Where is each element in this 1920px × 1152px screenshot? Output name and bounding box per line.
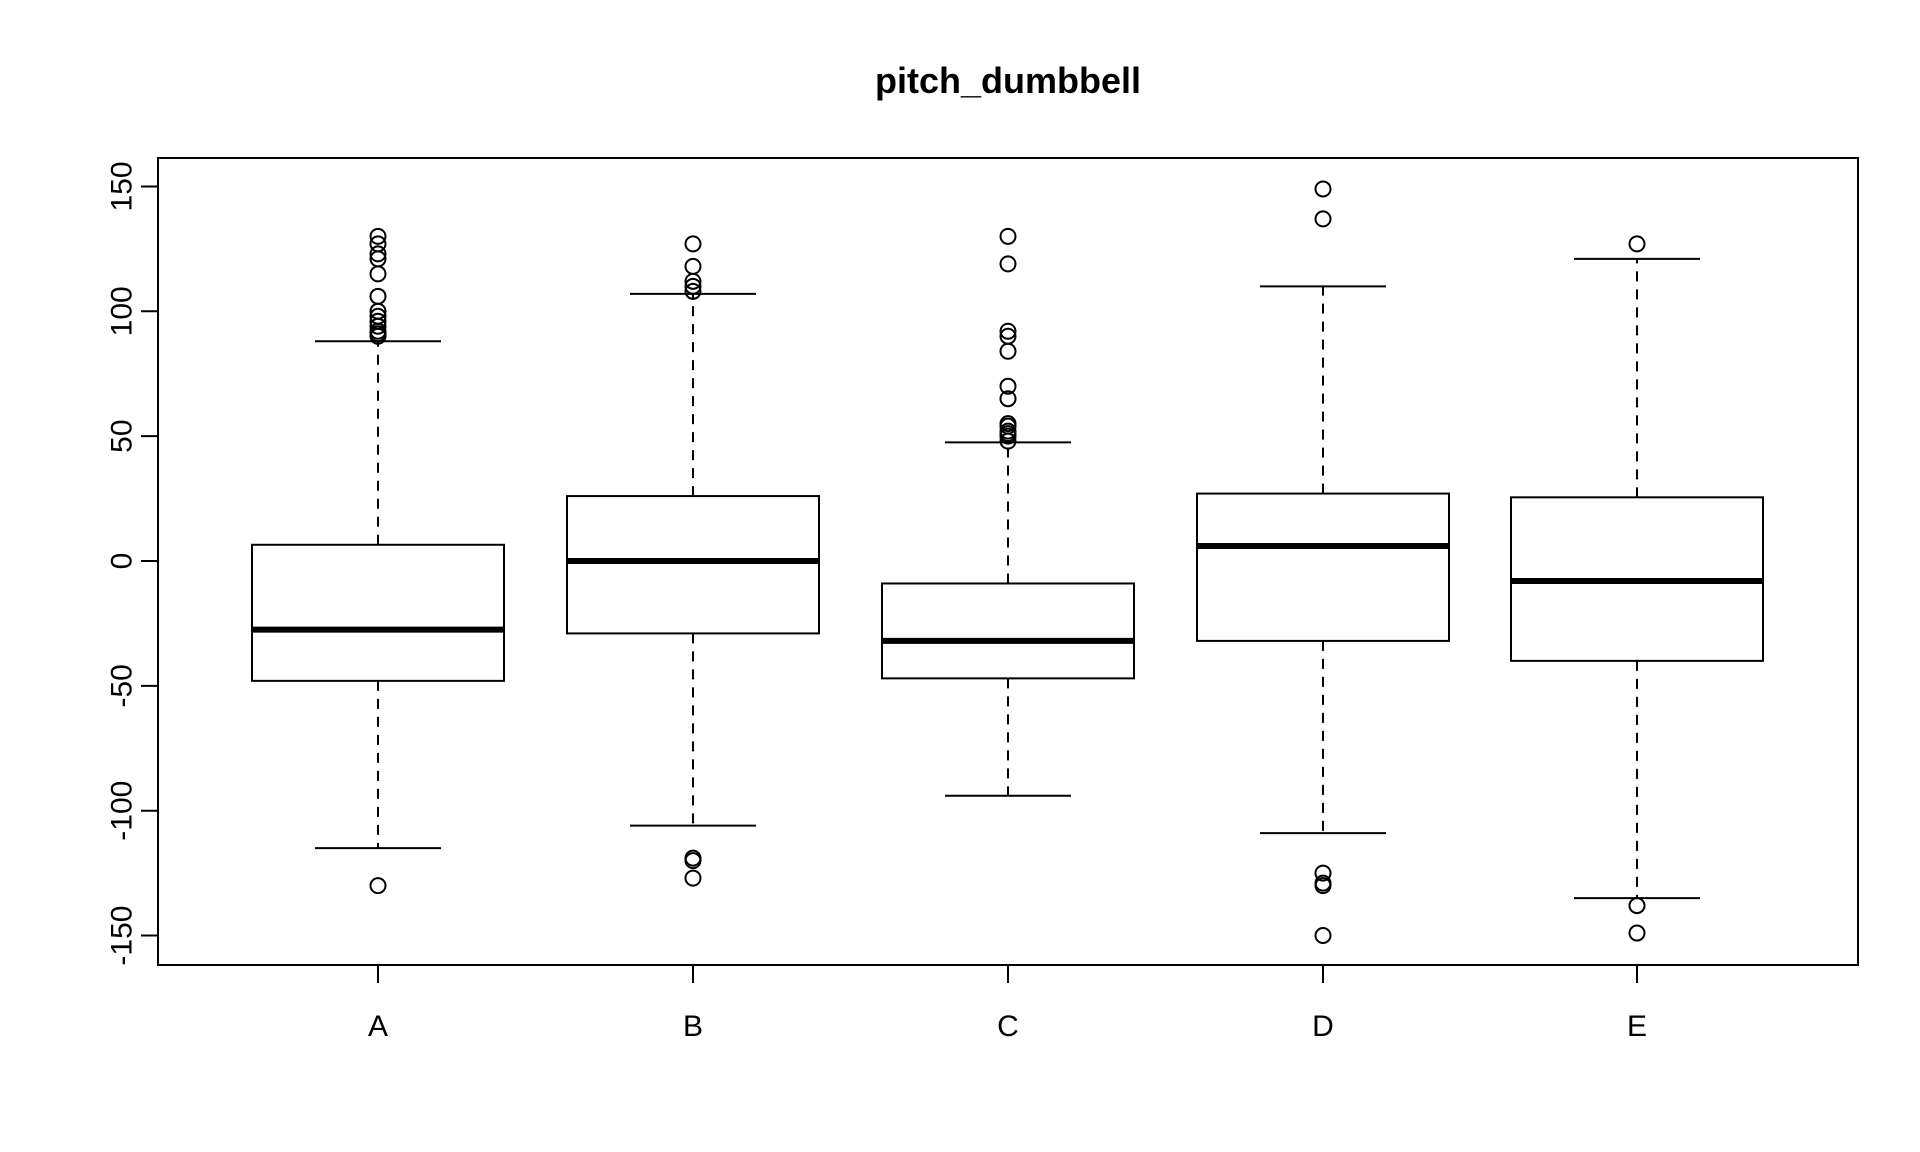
y-tick-label: 100 — [106, 286, 139, 336]
outlier-point — [1314, 864, 1332, 882]
y-tick-label: -50 — [106, 664, 139, 707]
chart-title: pitch_dumbbell — [875, 60, 1141, 101]
outlier-point — [369, 312, 387, 330]
outlier-point — [369, 227, 387, 245]
outlier-point — [369, 265, 387, 283]
y-tick-label: 150 — [106, 161, 139, 211]
outlier-point — [999, 327, 1017, 345]
outlier-point — [369, 245, 387, 263]
outlier-point — [999, 227, 1017, 245]
outlier-point — [1314, 927, 1332, 945]
box-B — [566, 235, 820, 887]
outlier-point — [369, 235, 387, 253]
outlier-point — [999, 390, 1017, 408]
outlier-point — [999, 415, 1017, 433]
outlier-point — [1314, 210, 1332, 228]
outlier-point — [1628, 235, 1646, 253]
outlier-point — [999, 255, 1017, 273]
y-tick-label: -100 — [106, 781, 139, 841]
box-D — [1196, 180, 1450, 945]
outlier-point — [369, 307, 387, 325]
iqr-box — [1196, 492, 1450, 642]
box-series — [251, 180, 1764, 945]
outlier-point — [999, 377, 1017, 395]
iqr-box — [881, 582, 1135, 680]
outlier-point — [1314, 180, 1332, 198]
y-tick-label: -150 — [106, 906, 139, 966]
x-tick-label: B — [683, 1010, 703, 1043]
outlier-point — [684, 849, 702, 867]
x-tick-label: E — [1627, 1010, 1647, 1043]
iqr-box — [566, 495, 820, 635]
y-tick-label: 0 — [106, 553, 139, 570]
outlier-point — [684, 277, 702, 295]
x-tick-label: C — [997, 1010, 1019, 1043]
y-tick-label: 50 — [106, 419, 139, 452]
outlier-point — [684, 235, 702, 253]
outlier-point — [684, 257, 702, 275]
outlier-point — [684, 282, 702, 300]
outlier-point — [1628, 897, 1646, 915]
box-A — [251, 227, 505, 895]
iqr-box — [251, 543, 505, 682]
outlier-point — [684, 869, 702, 887]
x-axis: A B C D E — [368, 965, 1647, 1043]
outlier-point — [999, 342, 1017, 360]
outlier-point — [999, 322, 1017, 340]
outlier-point — [1628, 924, 1646, 942]
outlier-point — [999, 422, 1017, 440]
outlier-point — [369, 877, 387, 895]
x-tick-label: D — [1312, 1010, 1334, 1043]
x-tick-label: A — [368, 1010, 388, 1043]
box-C — [881, 227, 1135, 797]
y-axis: -150 -100 -50 0 50 100 150 — [106, 161, 158, 966]
box-E — [1510, 235, 1764, 942]
outlier-point — [1314, 874, 1332, 892]
outlier-point — [369, 287, 387, 305]
